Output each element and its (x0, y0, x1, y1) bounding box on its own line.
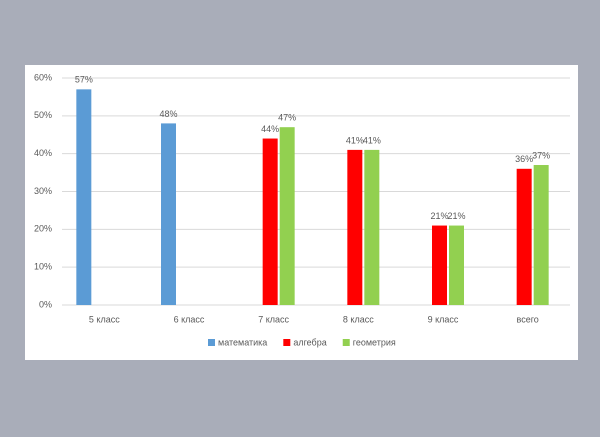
x-tick-label: 6 класс (174, 314, 205, 324)
bar (432, 225, 447, 305)
bar (449, 225, 464, 305)
legend-label: математика (218, 337, 267, 347)
y-tick-label: 20% (34, 224, 52, 234)
data-label: 57% (75, 75, 93, 85)
bar (364, 149, 380, 305)
x-tick-label: 7 класс (258, 314, 289, 324)
data-label: 21% (430, 211, 448, 221)
data-label: 41% (346, 135, 364, 145)
bar (347, 149, 363, 305)
x-tick-label: всего (517, 314, 539, 324)
bar (76, 89, 92, 305)
y-tick-label: 50% (34, 110, 52, 120)
y-tick-label: 0% (39, 299, 52, 309)
data-label: 36% (515, 154, 533, 164)
data-label: 47% (278, 113, 296, 123)
y-tick-label: 10% (34, 262, 52, 272)
data-label: 41% (363, 135, 381, 145)
y-tick-label: 60% (34, 72, 52, 82)
x-tick-label: 9 класс (428, 314, 459, 324)
bar (279, 127, 295, 305)
x-tick-label: 5 класс (89, 314, 120, 324)
bar (516, 168, 532, 305)
bar (262, 138, 278, 305)
legend-label: алгебра (293, 337, 326, 347)
data-label: 37% (532, 150, 550, 160)
y-tick-label: 40% (34, 148, 52, 158)
bar (161, 123, 176, 306)
y-tick-label: 30% (34, 186, 52, 196)
data-label: 44% (261, 124, 279, 134)
bar (533, 165, 549, 305)
legend-swatch (283, 339, 291, 346)
legend-swatch (342, 339, 350, 346)
chart-panel (25, 65, 578, 360)
data-label: 48% (159, 109, 177, 119)
legend-swatch (208, 339, 215, 346)
data-label: 21% (447, 211, 465, 221)
legend-label: геометрия (353, 337, 396, 347)
x-tick-label: 8 класс (343, 314, 374, 324)
